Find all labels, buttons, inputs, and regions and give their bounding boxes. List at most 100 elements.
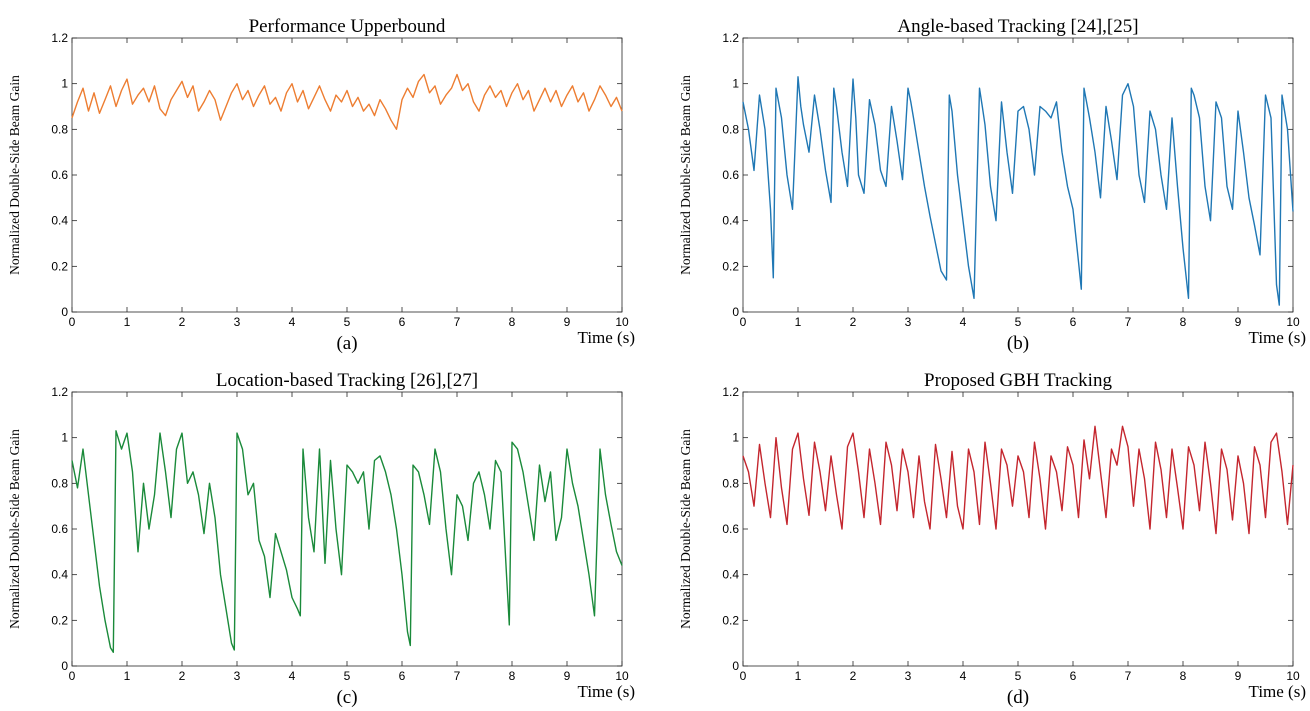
- series-line-d: [742, 425, 1294, 535]
- y-tick-label: 0.2: [722, 613, 739, 627]
- x-tick-label: 1: [795, 669, 802, 683]
- x-tick-label: 5: [344, 315, 351, 329]
- y-tick-label: 0: [61, 305, 68, 319]
- chart-title: Performance Upperbound: [249, 16, 446, 37]
- y-tick-label: 0.4: [722, 568, 739, 582]
- x-tick-label: 4: [960, 669, 967, 683]
- panel-caption: (d): [1007, 687, 1029, 708]
- y-tick-label: 0.4: [722, 214, 739, 228]
- y-tick-label: 0.6: [51, 168, 68, 182]
- plot-frame: [71, 391, 623, 667]
- x-tick-label: 9: [1235, 315, 1242, 329]
- y-tick-label: 1.2: [722, 385, 739, 399]
- y-axis-label: Normalized Double-Side Beam Gain: [678, 429, 693, 629]
- y-tick-label: 0: [732, 659, 739, 673]
- x-axis-label: Time (s): [1249, 328, 1306, 347]
- x-tick-label: 5: [344, 669, 351, 683]
- y-tick-label: 0.4: [51, 214, 68, 228]
- y-axis-label: Normalized Double-Side Beam Gain: [678, 75, 693, 275]
- x-tick-label: 5: [1015, 669, 1022, 683]
- y-tick-label: 0.2: [51, 613, 68, 627]
- y-tick-label: 1: [61, 77, 68, 91]
- y-tick-label: 1.2: [722, 31, 739, 45]
- y-axis-label: Normalized Double-Side Beam Gain: [7, 75, 22, 275]
- x-tick-label: 1: [795, 315, 802, 329]
- x-tick-label: 2: [179, 315, 186, 329]
- x-axis-label: Time (s): [578, 682, 635, 701]
- x-tick-label: 2: [850, 315, 857, 329]
- y-tick-label: 1: [732, 431, 739, 445]
- panel-a: 0 0.2 0.4 0.6 0.8 1 1.2 0 1 2 3 4 5 6 7 8 9 10 Performance…: [7, 16, 635, 354]
- x-tick-label: 0: [69, 669, 76, 683]
- x-tick-label: 6: [1070, 315, 1077, 329]
- y-tick-label: 0.8: [51, 122, 68, 136]
- plot-frame: [742, 37, 1294, 313]
- x-tick-label: 8: [509, 315, 516, 329]
- series-line-a: [71, 73, 623, 131]
- x-tick-label: 8: [509, 669, 516, 683]
- x-tick-label: 7: [454, 315, 461, 329]
- y-tick-label: 0.6: [51, 522, 68, 536]
- x-axis-label: Time (s): [1249, 682, 1306, 701]
- panel-b: 0 0.2 0.4 0.6 0.8 1 1.2 0 1 2 3 4 5 6 7 8 9 10 Angle-based…: [678, 16, 1306, 354]
- panel-caption: (c): [336, 687, 357, 708]
- x-tick-label: 4: [960, 315, 967, 329]
- x-tick-label: 3: [905, 669, 912, 683]
- x-tick-label: 2: [179, 669, 186, 683]
- x-tick-label: 4: [289, 669, 296, 683]
- x-axis-label: Time (s): [578, 328, 635, 347]
- x-tick-label: 6: [1070, 669, 1077, 683]
- y-axis-label: Normalized Double-Side Beam Gain: [7, 429, 22, 629]
- y-tick-label: 0: [732, 305, 739, 319]
- chart-title: Proposed GBH Tracking: [924, 370, 1112, 391]
- x-tick-label: 9: [564, 669, 571, 683]
- chart-title: Angle-based Tracking [24],[25]: [897, 16, 1138, 37]
- x-tick-label: 1: [124, 669, 131, 683]
- x-tick-label: 2: [850, 669, 857, 683]
- y-tick-label: 0.4: [51, 568, 68, 582]
- x-tick-label: 0: [69, 315, 76, 329]
- x-tick-label: 10: [1286, 669, 1300, 683]
- x-tick-label: 10: [1286, 315, 1300, 329]
- x-tick-label: 3: [234, 315, 241, 329]
- y-tick-label: 0.8: [722, 476, 739, 490]
- plot-frame: [71, 37, 623, 313]
- plot-frame: [742, 391, 1294, 667]
- y-tick-label: 0.2: [51, 259, 68, 273]
- panel-caption: (b): [1007, 333, 1029, 354]
- y-tick-label: 0.8: [722, 122, 739, 136]
- x-tick-label: 3: [905, 315, 912, 329]
- x-tick-label: 0: [740, 669, 747, 683]
- panel-d: 0 0.2 0.4 0.6 0.8 1 1.2 0 1 2 3 4 5 6 7 8 9 10 Proposed GB…: [678, 370, 1306, 708]
- x-tick-label: 9: [1235, 669, 1242, 683]
- panel-caption: (a): [336, 333, 357, 354]
- y-tick-label: 0.2: [722, 259, 739, 273]
- x-tick-label: 7: [1125, 669, 1132, 683]
- y-tick-label: 0.6: [722, 168, 739, 182]
- x-tick-label: 8: [1180, 669, 1187, 683]
- x-tick-label: 10: [615, 315, 629, 329]
- x-tick-label: 10: [615, 669, 629, 683]
- y-tick-label: 0.6: [722, 522, 739, 536]
- y-tick-label: 0: [61, 659, 68, 673]
- y-tick-label: 1: [732, 77, 739, 91]
- x-tick-label: 4: [289, 315, 296, 329]
- series-line-b: [742, 76, 1294, 306]
- y-tick-label: 0.8: [51, 476, 68, 490]
- x-tick-label: 9: [564, 315, 571, 329]
- x-tick-label: 1: [124, 315, 131, 329]
- panel-c: 0 0.2 0.4 0.6 0.8 1 1.2 0 1 2 3 4 5 6 7 8 9 10 Location-ba…: [7, 370, 635, 708]
- x-tick-label: 5: [1015, 315, 1022, 329]
- x-tick-label: 6: [399, 669, 406, 683]
- x-tick-label: 8: [1180, 315, 1187, 329]
- y-tick-label: 1: [61, 431, 68, 445]
- y-tick-label: 1.2: [51, 31, 68, 45]
- series-line-c: [71, 430, 623, 653]
- chart-title: Location-based Tracking [26],[27]: [216, 370, 478, 391]
- x-tick-label: 0: [740, 315, 747, 329]
- x-tick-label: 6: [399, 315, 406, 329]
- x-tick-label: 3: [234, 669, 241, 683]
- x-tick-label: 7: [454, 669, 461, 683]
- y-tick-label: 1.2: [51, 385, 68, 399]
